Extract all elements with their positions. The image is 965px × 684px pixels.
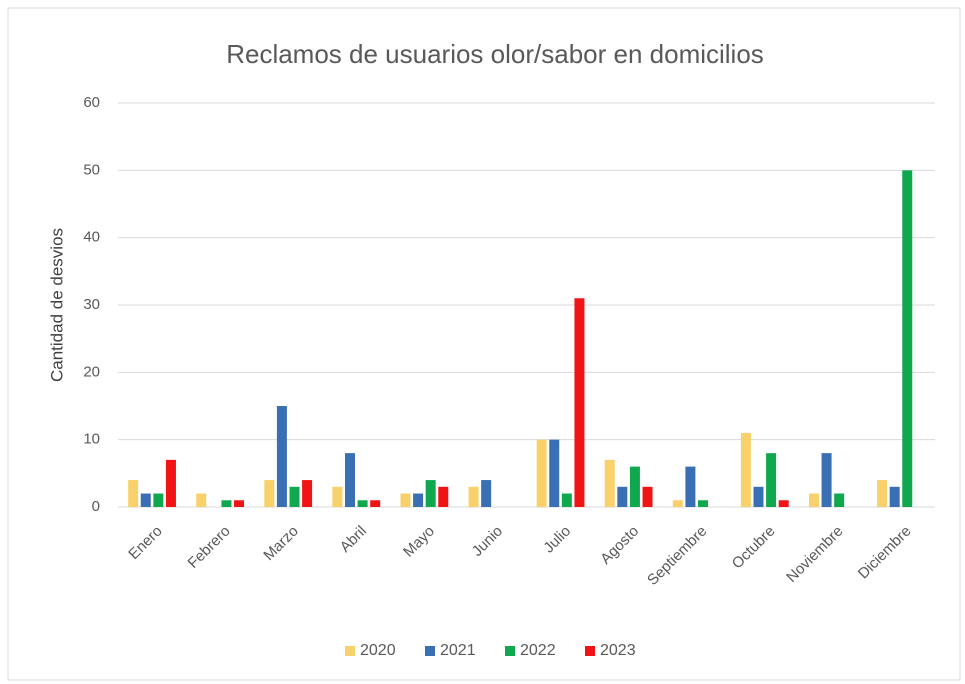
bar (128, 480, 139, 507)
chart-title: Reclamos de usuarios olor/sabor en domic… (226, 39, 764, 69)
bar (400, 493, 411, 507)
y-tick-label: 20 (83, 363, 100, 380)
bar (302, 480, 313, 507)
bar (766, 453, 777, 507)
y-tick-label: 0 (92, 498, 100, 515)
legend-swatch (585, 646, 595, 656)
bar (740, 432, 751, 507)
bar (753, 486, 764, 507)
bar (289, 486, 300, 507)
bar (549, 439, 560, 507)
bar (234, 500, 245, 507)
bar (196, 493, 207, 507)
bar (902, 170, 913, 508)
bar (642, 486, 653, 507)
bar (629, 466, 640, 507)
y-tick-label: 10 (83, 431, 100, 448)
bar (536, 439, 547, 507)
bar (672, 500, 683, 507)
bar (468, 486, 479, 507)
bar (574, 298, 585, 507)
bar (834, 493, 845, 507)
y-tick-label: 30 (83, 296, 100, 313)
bar (698, 500, 709, 507)
bar (344, 453, 355, 507)
bar (357, 500, 368, 507)
chart-frame (7, 7, 961, 681)
bar (821, 453, 832, 507)
bar (617, 486, 628, 507)
bar (889, 486, 900, 507)
bar (561, 493, 572, 507)
bar (481, 480, 492, 507)
bar (438, 486, 449, 507)
bar (140, 493, 151, 507)
y-tick-label: 40 (83, 229, 100, 246)
bar (264, 480, 275, 507)
bar (877, 480, 888, 507)
bar (778, 500, 789, 507)
bar (425, 480, 436, 507)
y-axis-label: Cantidad de desvios (47, 228, 66, 382)
bar (604, 459, 615, 507)
bar (413, 493, 424, 507)
bar (370, 500, 381, 507)
bar (808, 493, 819, 507)
y-tick-label: 60 (83, 94, 100, 111)
bar (221, 500, 232, 507)
bar (685, 466, 696, 507)
bar (276, 406, 287, 507)
y-tick-label: 50 (83, 161, 100, 178)
bar (332, 486, 343, 507)
legend-label: 2023 (600, 642, 636, 659)
bar (165, 459, 176, 507)
legend-label: 2021 (440, 642, 476, 659)
legend-label: 2020 (360, 642, 396, 659)
legend-label: 2022 (520, 642, 556, 659)
legend-swatch (505, 646, 515, 656)
legend-swatch (345, 646, 355, 656)
legend-swatch (425, 646, 435, 656)
bar (153, 493, 164, 507)
